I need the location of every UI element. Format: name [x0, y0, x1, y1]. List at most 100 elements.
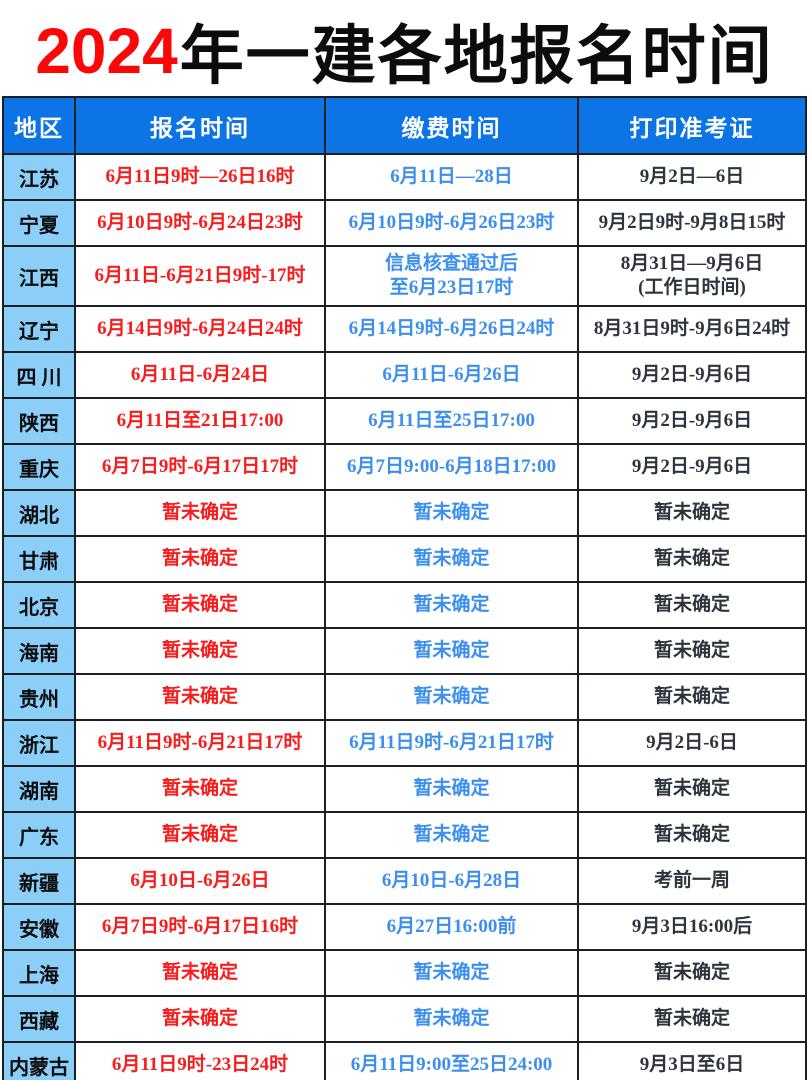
title-year: 2024: [35, 15, 178, 87]
signup-cell: 暂未确定: [74, 949, 326, 997]
region-cell: 安徽: [2, 903, 76, 951]
table-row: 西藏 暂未确定 暂未确定 暂未确定: [2, 995, 807, 1043]
pay-cell: 暂未确定: [324, 673, 579, 721]
region-cell: 辽宁: [2, 305, 76, 353]
pay-cell: 暂未确定: [324, 811, 579, 859]
pay-cell: 暂未确定: [324, 995, 579, 1043]
region-cell: 江西: [2, 245, 76, 307]
signup-cell: 暂未确定: [74, 673, 326, 721]
column-header-region: 地区: [2, 96, 76, 155]
print-cell: 8月31日9时-9月6日24时: [577, 305, 807, 353]
signup-cell: 6月11日-6月24日: [74, 351, 326, 399]
region-cell: 甘肃: [2, 535, 76, 583]
pay-cell: 暂未确定: [324, 535, 579, 583]
print-cell: 9月2日9时-9月8日15时: [577, 199, 807, 247]
table-row: 江苏 6月11日9时—26日16时 6月11日—28日 9月2日—6日: [2, 153, 807, 201]
signup-cell: 6月7日9时-6月17日17时: [74, 443, 326, 491]
pay-cell: 信息核查通过后 至6月23日17时: [324, 245, 579, 307]
table-row: 重庆 6月7日9时-6月17日17时 6月7日9:00-6月18日17:00 9…: [2, 443, 807, 491]
print-cell: 暂未确定: [577, 811, 807, 859]
print-cell: 暂未确定: [577, 581, 807, 629]
pay-cell: 6月11日-6月26日: [324, 351, 579, 399]
signup-cell: 6月11日9时-6月21日17时: [74, 719, 326, 767]
print-cell: 暂未确定: [577, 627, 807, 675]
print-cell: 9月3日16:00后: [577, 903, 807, 951]
print-cell: 9月3日至6日: [577, 1041, 807, 1080]
region-cell: 北京: [2, 581, 76, 629]
table-row: 内蒙古 6月11日9时-23日24时 6月11日9:00至25日24:00 9月…: [2, 1041, 807, 1080]
table-body: 江苏 6月11日9时—26日16时 6月11日—28日 9月2日—6日 宁夏 6…: [2, 153, 807, 1080]
table-row: 湖南 暂未确定 暂未确定 暂未确定: [2, 765, 807, 813]
pay-cell: 6月10日-6月28日: [324, 857, 579, 905]
table-row: 湖北 暂未确定 暂未确定 暂未确定: [2, 489, 807, 537]
signup-cell: 6月11日9时—26日16时: [74, 153, 326, 201]
signup-cell: 6月14日9时-6月24日24时: [74, 305, 326, 353]
region-cell: 内蒙古: [2, 1041, 76, 1080]
pay-cell: 暂未确定: [324, 489, 579, 537]
region-cell: 西藏: [2, 995, 76, 1043]
region-cell: 湖北: [2, 489, 76, 537]
table-row: 江西 6月11日-6月21日9时-17时 信息核查通过后 至6月23日17时 8…: [2, 245, 807, 307]
pay-cell: 暂未确定: [324, 581, 579, 629]
table-row: 辽宁 6月14日9时-6月24日24时 6月14日9时-6月26日24时 8月3…: [2, 305, 807, 353]
signup-cell: 暂未确定: [74, 581, 326, 629]
region-cell: 新疆: [2, 857, 76, 905]
registration-table: 地区 报名时间 缴费时间 打印准考证 江苏 6月11日9时—26日16时 6月1…: [2, 96, 807, 1080]
print-cell: 9月2日-6日: [577, 719, 807, 767]
signup-cell: 暂未确定: [74, 995, 326, 1043]
column-header-print-ticket: 打印准考证: [577, 96, 807, 155]
table-row: 北京 暂未确定 暂未确定 暂未确定: [2, 581, 807, 629]
signup-cell: 6月10日9时-6月24日23时: [74, 199, 326, 247]
region-cell: 重庆: [2, 443, 76, 491]
signup-cell: 暂未确定: [74, 627, 326, 675]
page-title: 2024 年一建各地报名时间: [0, 0, 809, 96]
print-cell: 暂未确定: [577, 949, 807, 997]
column-header-signup-time: 报名时间: [74, 96, 326, 155]
region-cell: 陕西: [2, 397, 76, 445]
pay-cell: 6月7日9:00-6月18日17:00: [324, 443, 579, 491]
print-cell: 9月2日-9月6日: [577, 443, 807, 491]
signup-cell: 暂未确定: [74, 535, 326, 583]
signup-cell: 暂未确定: [74, 811, 326, 859]
print-cell: 考前一周: [577, 857, 807, 905]
pay-cell: 6月10日9时-6月26日23时: [324, 199, 579, 247]
region-cell: 湖南: [2, 765, 76, 813]
print-cell: 8月31日—9月6日 (工作日时间): [577, 245, 807, 307]
table-row: 陕西 6月11日至21日17:00 6月11日至25日17:00 9月2日-9月…: [2, 397, 807, 445]
pay-cell: 6月14日9时-6月26日24时: [324, 305, 579, 353]
print-cell: 9月2日—6日: [577, 153, 807, 201]
table-row: 新疆 6月10日-6月26日 6月10日-6月28日 考前一周: [2, 857, 807, 905]
header-row: 地区 报名时间 缴费时间 打印准考证: [2, 96, 807, 155]
table-row: 四 川 6月11日-6月24日 6月11日-6月26日 9月2日-9月6日: [2, 351, 807, 399]
region-cell: 宁夏: [2, 199, 76, 247]
signup-cell: 6月7日9时-6月17日16时: [74, 903, 326, 951]
print-cell: 9月2日-9月6日: [577, 397, 807, 445]
table-row: 安徽 6月7日9时-6月17日16时 6月27日16:00前 9月3日16:00…: [2, 903, 807, 951]
print-cell: 暂未确定: [577, 765, 807, 813]
pay-cell: 暂未确定: [324, 627, 579, 675]
table-row: 宁夏 6月10日9时-6月24日23时 6月10日9时-6月26日23时 9月2…: [2, 199, 807, 247]
region-cell: 江苏: [2, 153, 76, 201]
signup-cell: 6月10日-6月26日: [74, 857, 326, 905]
pay-cell: 6月11日9时-6月21日17时: [324, 719, 579, 767]
region-cell: 贵州: [2, 673, 76, 721]
title-suffix: 年一建各地报名时间: [179, 20, 774, 92]
region-cell: 四 川: [2, 351, 76, 399]
table-row: 甘肃 暂未确定 暂未确定 暂未确定: [2, 535, 807, 583]
table-row: 广东 暂未确定 暂未确定 暂未确定: [2, 811, 807, 859]
table-row: 上海 暂未确定 暂未确定 暂未确定: [2, 949, 807, 997]
table-row: 贵州 暂未确定 暂未确定 暂未确定: [2, 673, 807, 721]
signup-cell: 暂未确定: [74, 765, 326, 813]
region-cell: 海南: [2, 627, 76, 675]
print-cell: 暂未确定: [577, 489, 807, 537]
signup-cell: 6月11日-6月21日9时-17时: [74, 245, 326, 307]
pay-cell: 6月11日9:00至25日24:00: [324, 1041, 579, 1080]
region-cell: 浙江: [2, 719, 76, 767]
table-row: 海南 暂未确定 暂未确定 暂未确定: [2, 627, 807, 675]
pay-cell: 6月11日—28日: [324, 153, 579, 201]
pay-cell: 6月27日16:00前: [324, 903, 579, 951]
table-row: 浙江 6月11日9时-6月21日17时 6月11日9时-6月21日17时 9月2…: [2, 719, 807, 767]
signup-cell: 6月11日至21日17:00: [74, 397, 326, 445]
print-cell: 暂未确定: [577, 995, 807, 1043]
column-header-payment-time: 缴费时间: [324, 96, 579, 155]
